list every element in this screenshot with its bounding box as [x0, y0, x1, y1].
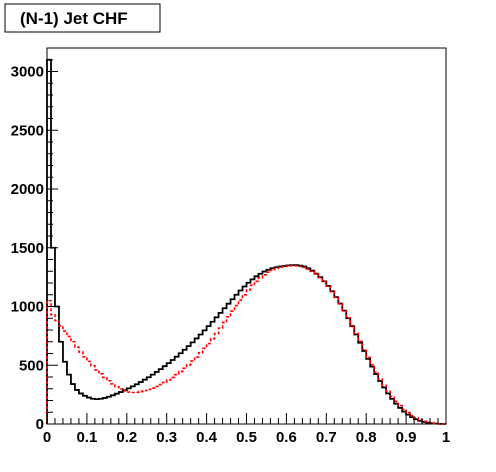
y-tick-label: 2500 [11, 122, 44, 139]
x-tick-label: 0.5 [236, 429, 257, 446]
x-axis: 0 0.1 0.2 0.3 0.4 0.5 0.6 0.7 0.8 0.9 1 [43, 413, 450, 446]
x-tick-label: 0.1 [76, 429, 97, 446]
y-tick-label: 3000 [11, 64, 44, 81]
x-tick-label: 0.8 [356, 429, 377, 446]
y-tick-label: 0 [36, 416, 44, 433]
x-tick-label: 1 [442, 429, 450, 446]
x-tick-label: 0 [43, 429, 51, 446]
x-tick-label: 0.6 [276, 429, 297, 446]
y-axis: 0 500 1000 1500 2000 2500 3000 [11, 47, 58, 433]
x-tick-label: 0.7 [316, 429, 337, 446]
x-tick-label: 0.2 [116, 429, 137, 446]
y-tick-label: 1000 [11, 299, 44, 316]
black-histogram-line [46, 58, 446, 425]
x-tick-label: 0.3 [156, 429, 177, 446]
plot-frame [46, 47, 447, 425]
y-tick-label: 1500 [11, 240, 44, 257]
x-tick-label: 0.4 [196, 429, 218, 446]
chart-title: (N-1) Jet CHF [20, 9, 128, 28]
x-tick-label: 0.9 [396, 429, 417, 446]
title-box [4, 3, 161, 33]
red-dashed-histogram-line [46, 264, 446, 425]
y-tick-label: 2000 [11, 181, 44, 198]
y-tick-label: 500 [19, 357, 44, 374]
plot-area [46, 47, 447, 425]
